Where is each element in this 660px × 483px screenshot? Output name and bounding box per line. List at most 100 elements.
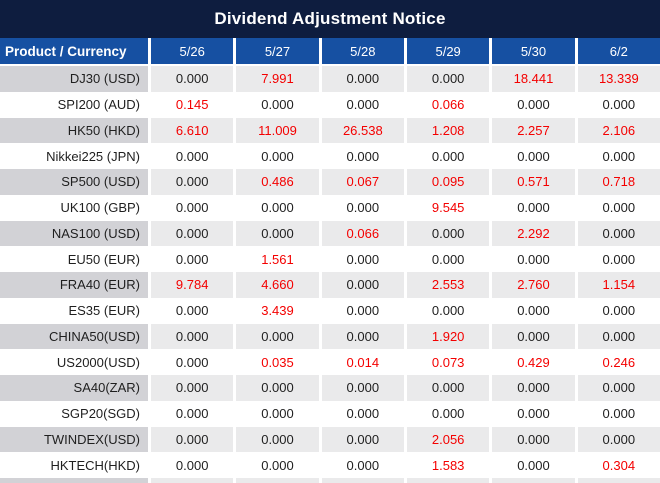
dividend-value-cell: 0.000	[318, 452, 404, 478]
dividend-value-cell: 0.000	[148, 349, 234, 375]
dividend-value-cell: 0.000	[318, 143, 404, 169]
dividend-value-cell: 0.000	[574, 220, 660, 247]
dividend-value-cell: 0.000	[318, 66, 404, 92]
cutoff-label-segment	[0, 478, 148, 483]
product-label: ES35 (EUR)	[0, 297, 148, 324]
product-label: UK100 (GBP)	[0, 194, 148, 221]
dividend-value-cell: 0.000	[318, 375, 404, 401]
dividend-value-cell: 0.000	[403, 246, 490, 272]
table-row: Nikkei225 (JPN) 0.000 0.000 0.000 0.000 0.000…	[0, 143, 660, 169]
dividend-value-cell: 0.246	[574, 349, 660, 375]
dividend-value-cell: 2.760	[489, 272, 575, 298]
product-label: NAS100 (USD)	[0, 220, 148, 247]
dividend-value-cell: 0.000	[318, 400, 404, 427]
column-header-date: 5/27	[233, 38, 319, 66]
dividend-value-cell: 2.553	[403, 272, 490, 298]
dividend-value-cell: 0.000	[318, 272, 404, 298]
table-row: HKTECH(HKD) 0.000 0.000 0.000 1.583 0.000 0.30…	[0, 452, 660, 478]
product-label: FRA40 (EUR)	[0, 272, 148, 298]
dividend-value-cell: 0.000	[489, 194, 575, 221]
product-label: EU50 (EUR)	[0, 246, 148, 272]
product-label: HK50 (HKD)	[0, 117, 148, 144]
column-header-date: 5/29	[403, 38, 490, 66]
dividend-value-cell: 0.000	[318, 426, 404, 453]
cutoff-row-strip	[0, 478, 660, 483]
dividend-value-cell: 13.339	[574, 66, 660, 92]
cutoff-value-segment	[233, 478, 319, 483]
dividend-value-cell: 0.067	[318, 169, 404, 195]
dividend-value-cell: 6.610	[148, 117, 234, 144]
dividend-value-cell: 0.000	[233, 220, 319, 247]
dividend-value-cell: 0.000	[148, 194, 234, 221]
column-header-date: 5/30	[489, 38, 575, 66]
dividend-value-cell: 0.000	[489, 400, 575, 427]
dividend-value-cell: 0.073	[403, 349, 490, 375]
dividend-value-cell: 0.000	[148, 426, 234, 453]
column-header-date: 5/28	[318, 38, 404, 66]
product-label: HKTECH(HKD)	[0, 452, 148, 478]
dividend-value-cell: 0.000	[574, 426, 660, 453]
dividend-value-cell: 2.106	[574, 117, 660, 144]
dividend-value-cell: 0.000	[403, 66, 490, 92]
table-row: CHINA50(USD) 0.000 0.000 0.000 1.920 0.000 0.0…	[0, 323, 660, 350]
column-header-date: 5/26	[148, 38, 234, 66]
cutoff-value-segment	[318, 478, 404, 483]
table-row: SA40(ZAR) 0.000 0.000 0.000 0.000 0.000 0.000	[0, 375, 660, 401]
dividend-value-cell: 3.439	[233, 297, 319, 324]
page-title: Dividend Adjustment Notice	[0, 0, 660, 38]
dividend-value-cell: 0.000	[318, 91, 404, 118]
dividend-value-cell: 0.000	[574, 194, 660, 221]
table-row: TWINDEX(USD) 0.000 0.000 0.000 2.056 0.000 0.0…	[0, 426, 660, 453]
cutoff-value-segment	[489, 478, 575, 483]
dividend-value-cell: 0.571	[489, 169, 575, 195]
dividend-value-cell: 4.660	[233, 272, 319, 298]
table-row: NAS100 (USD) 0.000 0.000 0.066 0.000 2.292 0.0…	[0, 220, 660, 247]
dividend-value-cell: 0.000	[489, 323, 575, 350]
dividend-table: Product / Currency 5/26 5/27 5/28 5/29 5/30 6…	[0, 38, 660, 478]
dividend-value-cell: 2.056	[403, 426, 490, 453]
dividend-value-cell: 0.000	[574, 297, 660, 324]
table-row: UK100 (GBP) 0.000 0.000 0.000 9.545 0.000 0.00…	[0, 194, 660, 221]
dividend-value-cell: 0.304	[574, 452, 660, 478]
dividend-value-cell: 0.000	[318, 297, 404, 324]
dividend-value-cell: 0.145	[148, 91, 234, 118]
cutoff-value-segment	[403, 478, 490, 483]
product-label: DJ30 (USD)	[0, 66, 148, 92]
dividend-value-cell: 18.441	[489, 66, 575, 92]
dividend-value-cell: 0.000	[489, 91, 575, 118]
dividend-value-cell: 0.000	[574, 91, 660, 118]
product-label: CHINA50(USD)	[0, 323, 148, 350]
product-label: TWINDEX(USD)	[0, 426, 148, 453]
dividend-value-cell: 0.000	[148, 297, 234, 324]
dividend-value-cell: 1.561	[233, 246, 319, 272]
dividend-value-cell: 0.000	[489, 143, 575, 169]
dividend-value-cell: 9.784	[148, 272, 234, 298]
dividend-value-cell: 11.009	[233, 117, 319, 144]
dividend-value-cell: 0.000	[233, 400, 319, 427]
table-row: DJ30 (USD) 0.000 7.991 0.000 0.000 18.441 13.3…	[0, 66, 660, 92]
dividend-value-cell: 0.000	[148, 400, 234, 427]
dividend-value-cell: 0.000	[233, 452, 319, 478]
table-row: SPI200 (AUD) 0.145 0.000 0.000 0.066 0.000 0.0…	[0, 91, 660, 118]
table-row: US2000(USD) 0.000 0.035 0.014 0.073 0.429 0.24…	[0, 349, 660, 375]
dividend-value-cell: 0.000	[148, 375, 234, 401]
dividend-value-cell: 0.000	[574, 246, 660, 272]
dividend-value-cell: 0.429	[489, 349, 575, 375]
dividend-value-cell: 0.000	[489, 375, 575, 401]
table-row: SP500 (USD) 0.000 0.486 0.067 0.095 0.571 0.71…	[0, 169, 660, 195]
dividend-value-cell: 0.000	[148, 452, 234, 478]
dividend-value-cell: 0.000	[233, 91, 319, 118]
cutoff-value-segment	[148, 478, 234, 483]
dividend-value-cell: 0.000	[148, 220, 234, 247]
dividend-value-cell: 0.035	[233, 349, 319, 375]
dividend-value-cell: 0.000	[574, 375, 660, 401]
dividend-value-cell: 9.545	[403, 194, 490, 221]
dividend-value-cell: 0.718	[574, 169, 660, 195]
table-row: FRA40 (EUR) 9.784 4.660 0.000 2.553 2.760 1.15…	[0, 272, 660, 298]
column-header-product-currency: Product / Currency	[0, 38, 148, 66]
dividend-value-cell: 0.000	[318, 246, 404, 272]
dividend-value-cell: 0.000	[403, 375, 490, 401]
product-label: SPI200 (AUD)	[0, 91, 148, 118]
dividend-value-cell: 0.000	[318, 194, 404, 221]
